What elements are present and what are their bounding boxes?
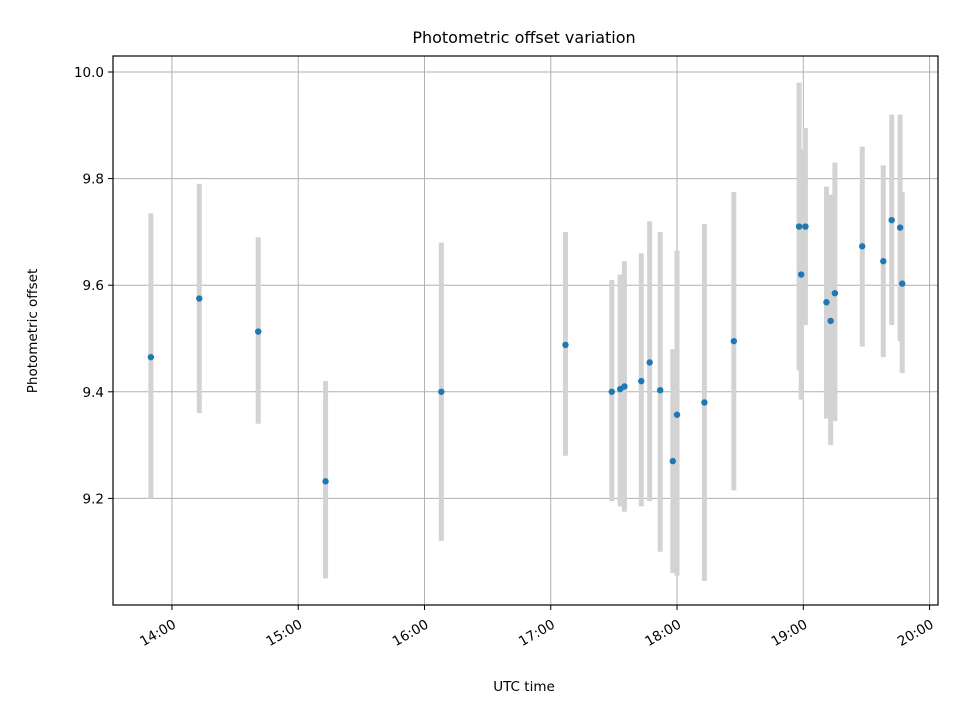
chart-title: Photometric offset variation [412,28,635,47]
data-point [621,383,628,390]
data-point [888,216,895,224]
data-point [701,399,708,406]
data-point [795,223,803,230]
data-point [638,377,645,385]
x-tick-label: 15:00 [264,617,306,650]
data-point [798,271,805,278]
y-axis-label: Photometric offset [25,269,41,393]
data-point [196,295,203,302]
y-tick-label: 9.2 [83,491,104,507]
data-point [896,224,904,231]
data-point [802,223,809,230]
data-point [880,258,887,265]
data-point [438,388,445,395]
data-point [646,359,653,366]
data-point [899,280,906,287]
data-point [827,317,834,325]
error-bars [148,82,905,582]
grid-lines [113,56,938,605]
x-tick-label: 18:00 [642,617,684,650]
x-tick-label: 17:00 [516,617,558,650]
data-point [656,386,664,394]
y-tick-label: 9.4 [83,385,104,401]
x-tick-label: 16:00 [390,617,432,650]
data-point [831,289,839,297]
x-tick-label: 19:00 [769,617,811,650]
x-axis: 14:00 15:00 16:00 17:00 18:00 19:00 20:00 [137,605,937,650]
data-point [322,478,329,485]
data-point [562,341,569,349]
x-tick-label: 20:00 [895,617,937,650]
data-point [859,243,866,250]
data-points [147,216,906,485]
data-point [669,457,677,465]
x-tick-label: 14:00 [137,617,179,650]
y-axis: 9.2 9.4 9.6 9.8 10.0 [74,65,113,507]
x-axis-label: UTC time [493,679,555,695]
data-point [673,411,681,418]
y-tick-label: 9.8 [83,172,104,188]
data-point [255,328,262,335]
plot-frame [112,55,939,606]
y-tick-label: 10.0 [74,65,104,81]
data-point [608,388,615,395]
data-point [730,337,738,345]
y-tick-label: 9.6 [83,278,104,294]
data-point [823,299,830,306]
data-point [147,353,155,361]
